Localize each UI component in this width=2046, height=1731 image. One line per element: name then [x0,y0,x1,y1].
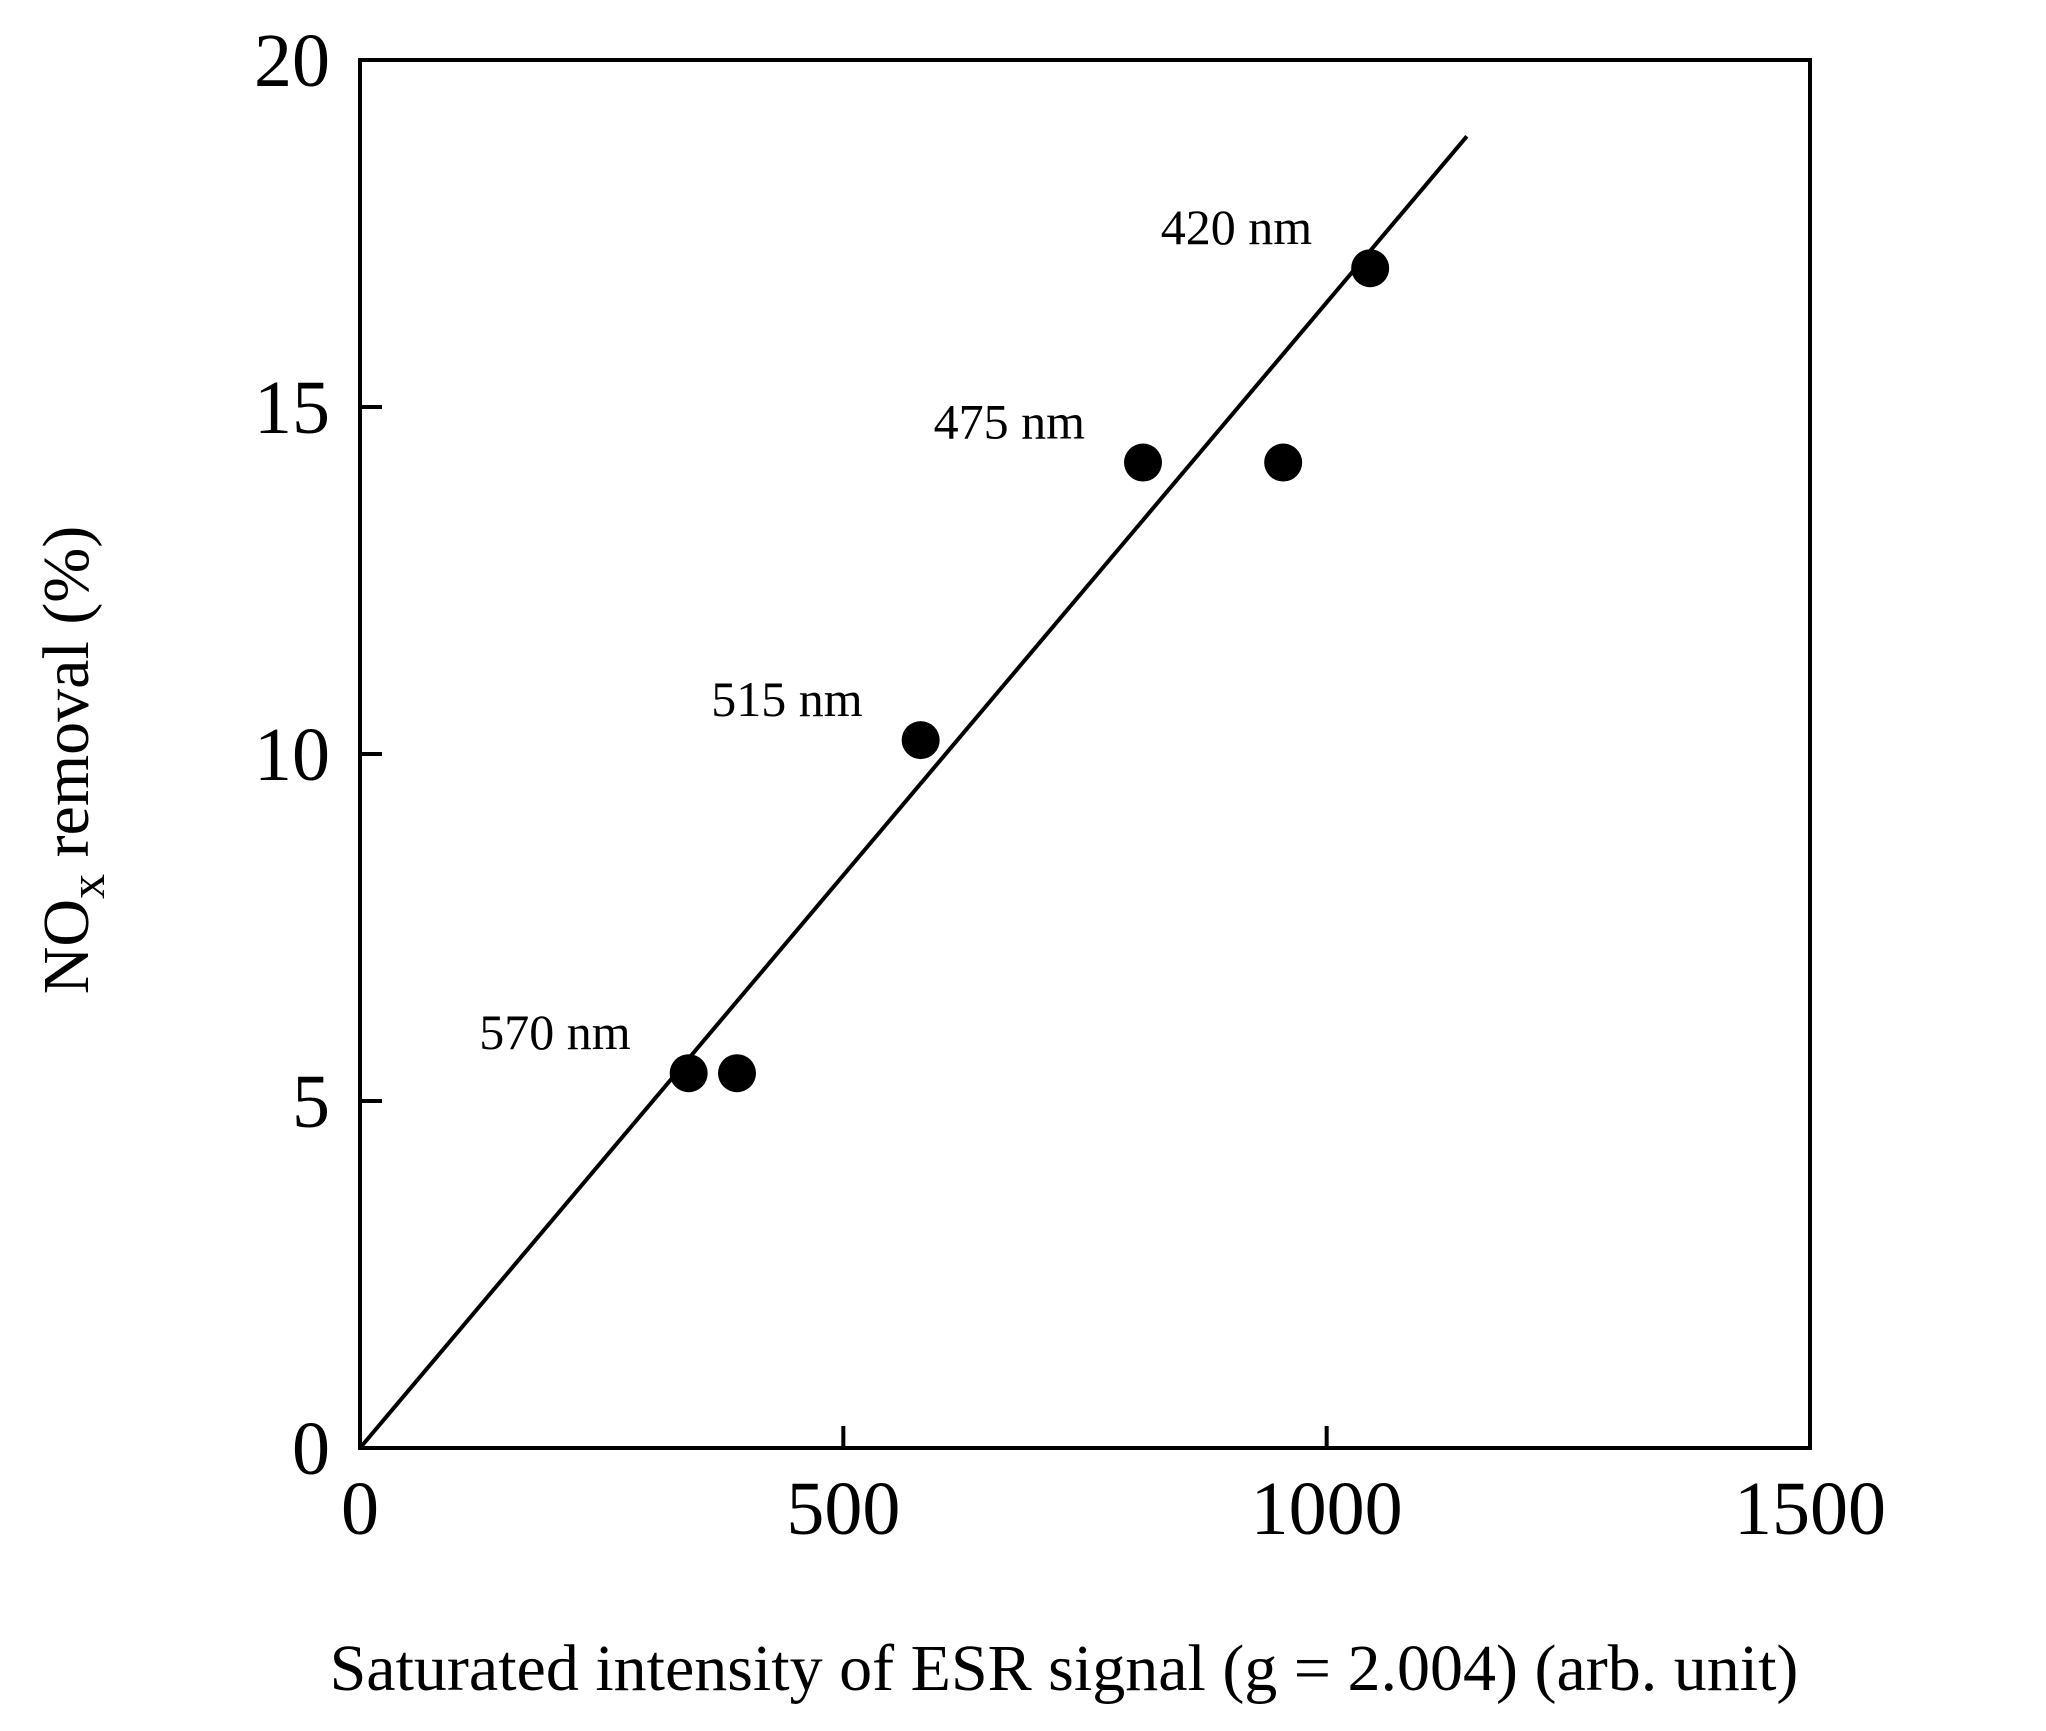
data-points [669,249,1390,1093]
y-axis-label-suffix: removal (%) [30,526,103,874]
point-labels: 570 nm 515 nm 475 nm 420 nm [479,199,1312,1060]
y-axis-label-prefix: NO [30,899,103,994]
x-tick-label: 0 [341,1467,379,1551]
x-tick-label: 1000 [1251,1467,1403,1551]
data-point [1351,249,1390,288]
data-point [901,721,940,760]
y-axis-label: NOx removal (%) [30,526,115,995]
y-axis-ticks: 0 5 10 15 20 [254,19,382,1491]
data-point [669,1054,708,1093]
y-tick-label: 10 [254,713,330,797]
y-tick-label: 15 [254,366,330,450]
data-point [1124,443,1162,482]
y-axis-label-subscript: x [59,874,115,899]
point-label: 475 nm [934,394,1086,450]
regression-line [358,135,1469,1450]
plot-frame [358,58,1812,1450]
y-tick-label: 5 [292,1060,330,1144]
point-label: 570 nm [479,1004,631,1060]
y-tick-label: 20 [254,19,330,103]
data-point [1264,443,1303,482]
y-tick-label: 0 [292,1407,330,1491]
x-axis-ticks: 0 500 1000 1500 [341,1426,1886,1551]
point-label: 420 nm [1161,199,1313,255]
x-tick-label: 500 [786,1467,900,1551]
x-axis-label: Saturated intensity of ESR signal (g = 2… [330,1632,1799,1705]
data-point [718,1054,756,1093]
x-tick-label: 1500 [1734,1467,1886,1551]
point-label: 515 nm [711,671,863,727]
